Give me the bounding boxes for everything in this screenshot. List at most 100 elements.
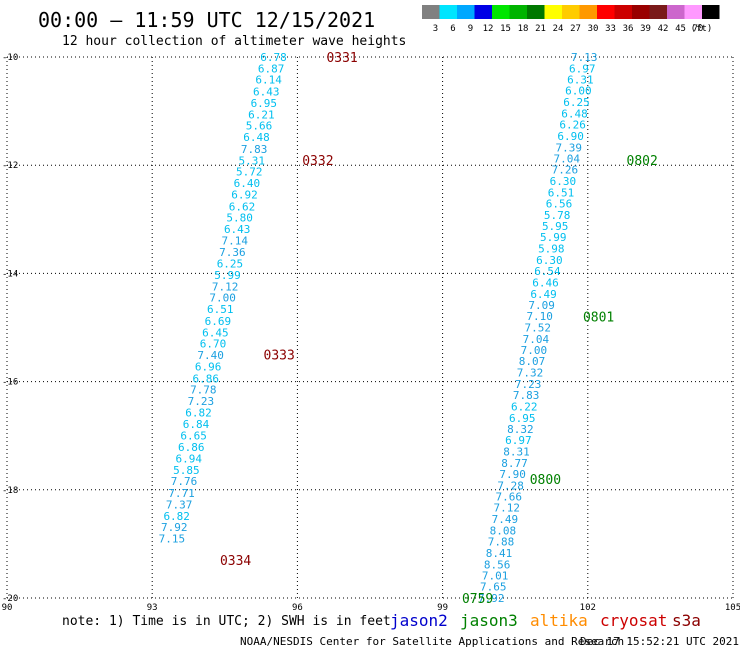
swh-value-label: 6.86 bbox=[178, 441, 205, 454]
swh-value-label: 6.43 bbox=[224, 223, 251, 236]
chart-title: 00:00 – 11:59 UTC 12/15/2021 bbox=[38, 8, 375, 32]
legend-label: 30 bbox=[588, 24, 599, 34]
swh-value-label: 6.95 bbox=[251, 97, 278, 110]
swh-value-label: 6.48 bbox=[561, 107, 588, 120]
swh-value-label: 5.98 bbox=[538, 243, 565, 256]
swh-value-label: 6.43 bbox=[253, 86, 280, 99]
footer-note: note: 1) Time is in UTC; 2) SWH is in fe… bbox=[62, 614, 391, 629]
legend-label: 18 bbox=[518, 24, 529, 34]
y-tick-label: -20 bbox=[2, 594, 18, 604]
legend-label: 24 bbox=[553, 24, 564, 34]
swh-value-label: 6.84 bbox=[183, 418, 210, 431]
x-tick-label: 93 bbox=[147, 603, 158, 613]
swh-value-label: 7.52 bbox=[525, 322, 552, 335]
swh-value-label: 6.87 bbox=[258, 62, 285, 75]
swh-value-label: 6.62 bbox=[229, 200, 256, 213]
swh-value-label: 7.32 bbox=[517, 366, 544, 379]
swh-value-label: 7.00 bbox=[209, 292, 236, 305]
swh-value-label: 6.22 bbox=[511, 400, 538, 413]
time-label: 0759 bbox=[462, 592, 493, 607]
legend-label: 45 bbox=[675, 24, 686, 34]
y-tick-label: -10 bbox=[2, 53, 18, 63]
time-labels: 0331 0332 0333 0334 0802 0801 0800 0759 bbox=[220, 51, 658, 607]
swh-value-label: 6.21 bbox=[248, 108, 275, 121]
swh-value-label: 7.78 bbox=[190, 384, 217, 397]
swh-value-label: 7.12 bbox=[212, 280, 239, 293]
swh-value-label: 6.82 bbox=[185, 406, 212, 419]
swh-value-label: 6.46 bbox=[532, 277, 559, 290]
swh-value-label: 6.45 bbox=[202, 326, 229, 339]
swh-value-label: 8.31 bbox=[503, 445, 530, 458]
swh-value-label: 7.12 bbox=[494, 502, 521, 515]
legend-swatch bbox=[492, 5, 510, 19]
legend-swatch bbox=[579, 5, 597, 19]
swh-value-label: 6.92 bbox=[231, 188, 258, 201]
swh-value-label: 7.83 bbox=[513, 389, 540, 402]
chart-subtitle: 12 hour collection of altimeter wave hei… bbox=[62, 34, 406, 49]
swh-value-label: 5.78 bbox=[544, 209, 571, 222]
swh-value-label: 5.85 bbox=[173, 464, 200, 477]
y-tick-label: -18 bbox=[2, 486, 18, 496]
legend-label: 33 bbox=[605, 24, 616, 34]
swh-value-label: 6.96 bbox=[195, 360, 222, 373]
satellite-name: jason3 bbox=[460, 611, 518, 630]
y-tick-label: -12 bbox=[2, 161, 18, 171]
swh-value-label: 7.88 bbox=[488, 536, 515, 549]
swh-value-label: 8.07 bbox=[519, 355, 546, 368]
legend-label: 9 bbox=[468, 24, 473, 34]
legend-label: 12 bbox=[483, 24, 494, 34]
swh-value-label: 6.97 bbox=[569, 62, 596, 75]
legend-label: 27 bbox=[570, 24, 581, 34]
swh-value-label: 5.80 bbox=[226, 212, 253, 225]
swh-value-label: 7.28 bbox=[497, 479, 524, 492]
swh-value-label: 6.70 bbox=[200, 338, 227, 351]
time-label: 0800 bbox=[530, 473, 561, 488]
legend-swatch bbox=[457, 5, 475, 19]
swh-value-label: 7.37 bbox=[166, 498, 193, 511]
legend-swatch bbox=[544, 5, 562, 19]
legend-swatch bbox=[562, 5, 580, 19]
swh-value-label: 7.92 bbox=[478, 592, 505, 605]
x-tick-label: 90 bbox=[2, 603, 13, 613]
swh-value-label: 6.49 bbox=[530, 288, 557, 301]
color-legend: 3 6 9 12 15 18 21 24 27 30 33 36 39 42 45 70(ft) bbox=[422, 5, 720, 34]
swh-value-label: 5.72 bbox=[236, 166, 263, 179]
swh-value-label: 6.51 bbox=[207, 303, 234, 316]
swh-value-label: 6.48 bbox=[243, 131, 270, 144]
swh-value-label: 7.15 bbox=[159, 532, 186, 545]
satellite-name: s3a bbox=[672, 611, 701, 630]
footer-timestamp: Dec 17 15:52:21 UTC 2021 bbox=[580, 635, 739, 648]
legend-swatch bbox=[684, 5, 702, 19]
time-label: 0801 bbox=[583, 311, 614, 326]
swh-value-label: 6.14 bbox=[255, 74, 282, 87]
time-label: 0332 bbox=[302, 154, 333, 169]
time-label: 0331 bbox=[326, 51, 357, 66]
satellite-name: altika bbox=[530, 611, 588, 630]
time-label: 0334 bbox=[220, 554, 251, 569]
swh-value-label: 5.31 bbox=[238, 154, 265, 167]
swh-value-label: 6.56 bbox=[546, 198, 573, 211]
legend-swatch bbox=[439, 5, 457, 19]
swh-value-label: 7.92 bbox=[161, 521, 188, 534]
legend-swatch bbox=[527, 5, 545, 19]
swh-value-label: 7.10 bbox=[526, 310, 553, 323]
swh-value-label: 7.01 bbox=[482, 569, 509, 582]
swh-value-label: 5.95 bbox=[542, 220, 569, 233]
legend-unit: (ft) bbox=[691, 24, 713, 34]
swh-value-label: 8.77 bbox=[501, 457, 528, 470]
time-label: 0802 bbox=[627, 154, 658, 169]
swh-value-label: 6.95 bbox=[509, 412, 536, 425]
swh-value-label: 6.25 bbox=[217, 258, 244, 271]
x-tick-label: 105 bbox=[725, 603, 740, 613]
swh-value-label: 8.32 bbox=[507, 423, 534, 436]
swh-value-label: 6.97 bbox=[505, 434, 532, 447]
swh-value-label: 7.49 bbox=[492, 513, 519, 526]
swh-value-label: 6.54 bbox=[534, 265, 561, 278]
swh-value-label: 6.90 bbox=[557, 130, 584, 143]
swh-value-label: 6.25 bbox=[563, 96, 590, 109]
swh-value-label: 6.30 bbox=[536, 254, 563, 267]
axis-ticks: 90 93 96 99 102 105 -10 -12 -14 -16 -18 -20 bbox=[2, 53, 740, 613]
swh-value-label: 6.78 bbox=[260, 51, 287, 64]
